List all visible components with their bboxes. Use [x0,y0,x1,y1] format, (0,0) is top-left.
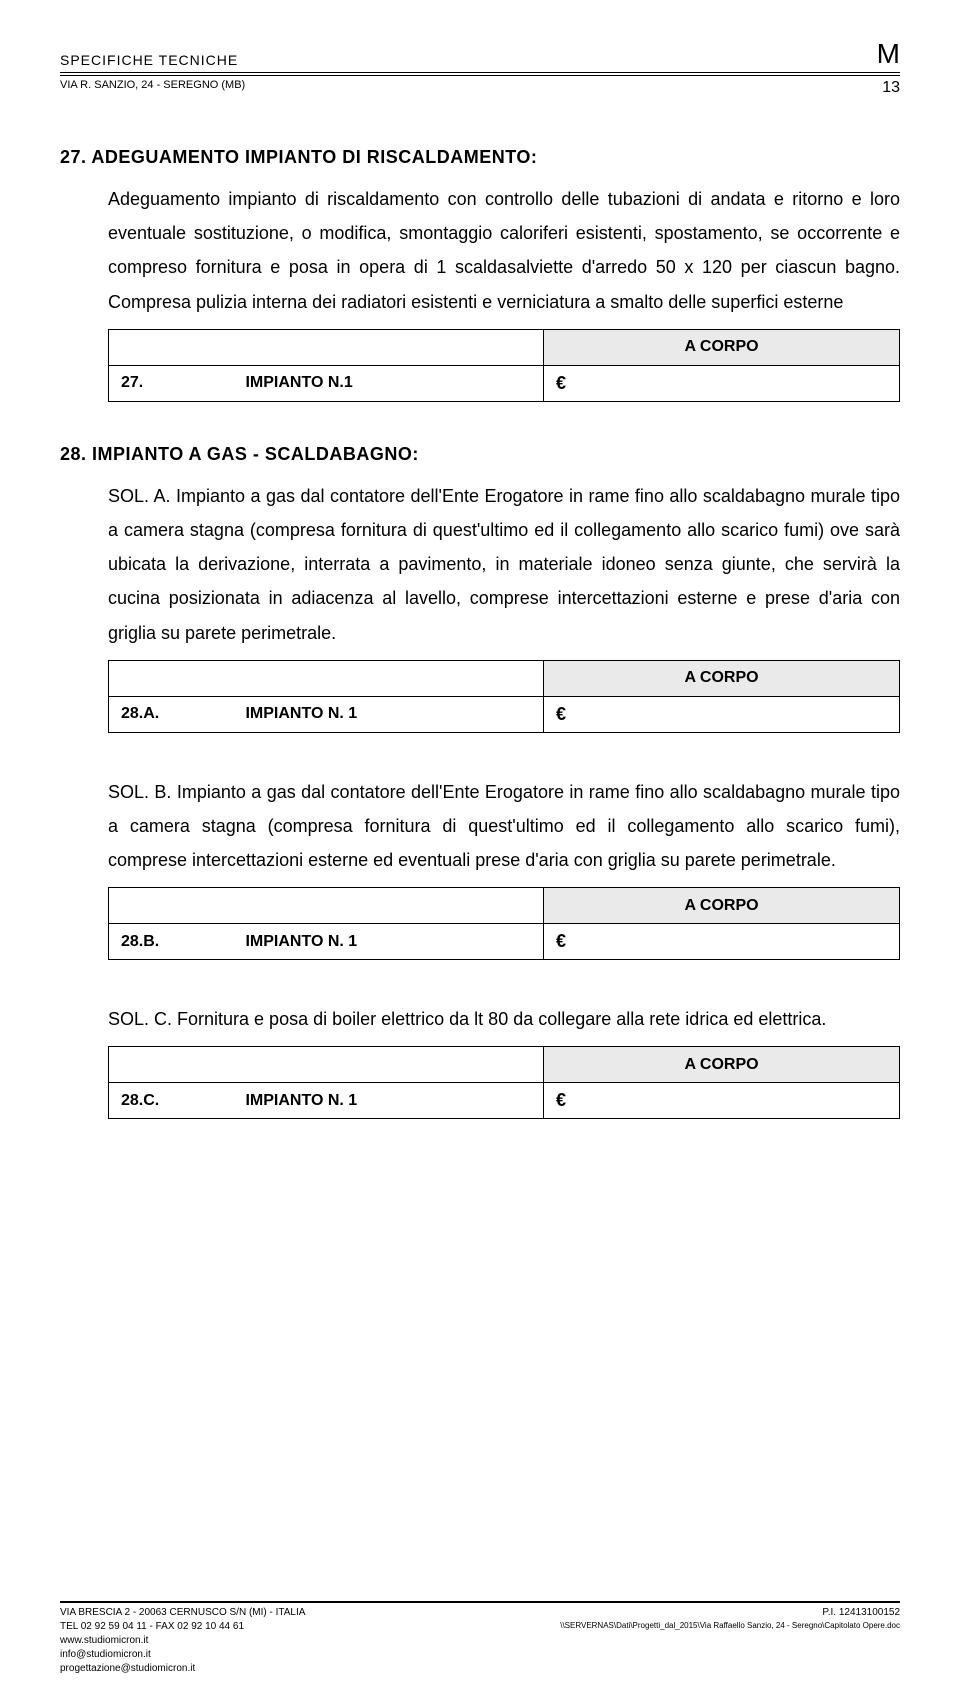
subsection-body: SOL. B. Impianto a gas dal contatore del… [108,775,900,878]
price-cell: € [544,696,900,732]
empty-cell [109,660,544,696]
footer-line: TEL 02 92 59 04 11 - FAX 02 92 10 44 61 [60,1620,305,1634]
subsection-block: SOL. A. Impianto a gas dal contatore del… [60,479,900,733]
empty-cell [109,888,544,924]
unit-cell: A CORPO [544,1047,900,1083]
row-label: IMPIANTO N. 1 [245,705,357,722]
subsection-body: SOL. C. Fornitura e posa di boiler elett… [108,1002,900,1036]
section-number: 27. [60,147,87,167]
section-heading: 27. ADEGUAMENTO IMPIANTO DI RISCALDAMENT… [60,147,900,168]
row-label: IMPIANTO N.1 [245,374,352,391]
label-cell: 27. IMPIANTO N.1 [109,365,544,401]
price-cell: € [544,365,900,401]
price-table: A CORPO 28.B. IMPIANTO N. 1 € [108,887,900,960]
footer-line: www.studiomicron.it [60,1634,305,1648]
row-number: 28.B. [121,933,241,951]
unit-cell: A CORPO [544,660,900,696]
section-title: ADEGUAMENTO IMPIANTO DI RISCALDAMENTO: [91,147,537,167]
page-number: 13 [882,79,900,97]
unit-cell: A CORPO [544,888,900,924]
logo-icon: M [877,40,900,68]
row-number: 28.C. [121,1092,241,1110]
price-cell: € [544,1083,900,1119]
page-subheader: VIA R. SANZIO, 24 - SEREGNO (MB) 13 [60,75,900,97]
price-table: A CORPO 28.A. IMPIANTO N. 1 € [108,660,900,733]
footer-left: VIA BRESCIA 2 - 20063 CERNUSCO S/N (MI) … [60,1606,305,1676]
section-heading: 28. IMPIANTO A GAS - SCALDABAGNO: [60,444,900,465]
header-address: VIA R. SANZIO, 24 - SEREGNO (MB) [60,79,245,91]
section-number: 28. [60,444,87,464]
section-block: Adeguamento impianto di riscaldamento co… [60,182,900,402]
label-cell: 28.C. IMPIANTO N. 1 [109,1083,544,1119]
document-title: SPECIFICHE TECNICHE [60,52,238,68]
subsection-block: SOL. B. Impianto a gas dal contatore del… [60,775,900,961]
footer-pi: P.I. 12413100152 [560,1606,900,1620]
section-title: IMPIANTO A GAS - SCALDABAGNO: [92,444,419,464]
footer-line: progettazione@studiomicron.it [60,1662,305,1676]
subsection-body: SOL. A. Impianto a gas dal contatore del… [108,479,900,650]
label-cell: 28.A. IMPIANTO N. 1 [109,696,544,732]
price-table: A CORPO 27. IMPIANTO N.1 € [108,329,900,402]
unit-cell: A CORPO [544,329,900,365]
label-cell: 28.B. IMPIANTO N. 1 [109,924,544,960]
page-footer: VIA BRESCIA 2 - 20063 CERNUSCO S/N (MI) … [60,1602,900,1676]
row-label: IMPIANTO N. 1 [245,933,357,950]
subsection-block: SOL. C. Fornitura e posa di boiler elett… [60,1002,900,1119]
empty-cell [109,1047,544,1083]
page-header: SPECIFICHE TECNICHE M [60,40,900,73]
row-number: 28.A. [121,705,241,723]
price-cell: € [544,924,900,960]
row-label: IMPIANTO N. 1 [245,1092,357,1109]
section-body: Adeguamento impianto di riscaldamento co… [108,182,900,319]
footer-line: info@studiomicron.it [60,1648,305,1662]
row-number: 27. [121,374,241,392]
price-table: A CORPO 28.C. IMPIANTO N. 1 € [108,1046,900,1119]
footer-right: P.I. 12413100152 \\SERVERNAS\Dati\Proget… [560,1606,900,1676]
footer-line: VIA BRESCIA 2 - 20063 CERNUSCO S/N (MI) … [60,1606,305,1620]
footer-path: \\SERVERNAS\Dati\Progetti_dal_2015\Via R… [560,1620,900,1631]
empty-cell [109,329,544,365]
